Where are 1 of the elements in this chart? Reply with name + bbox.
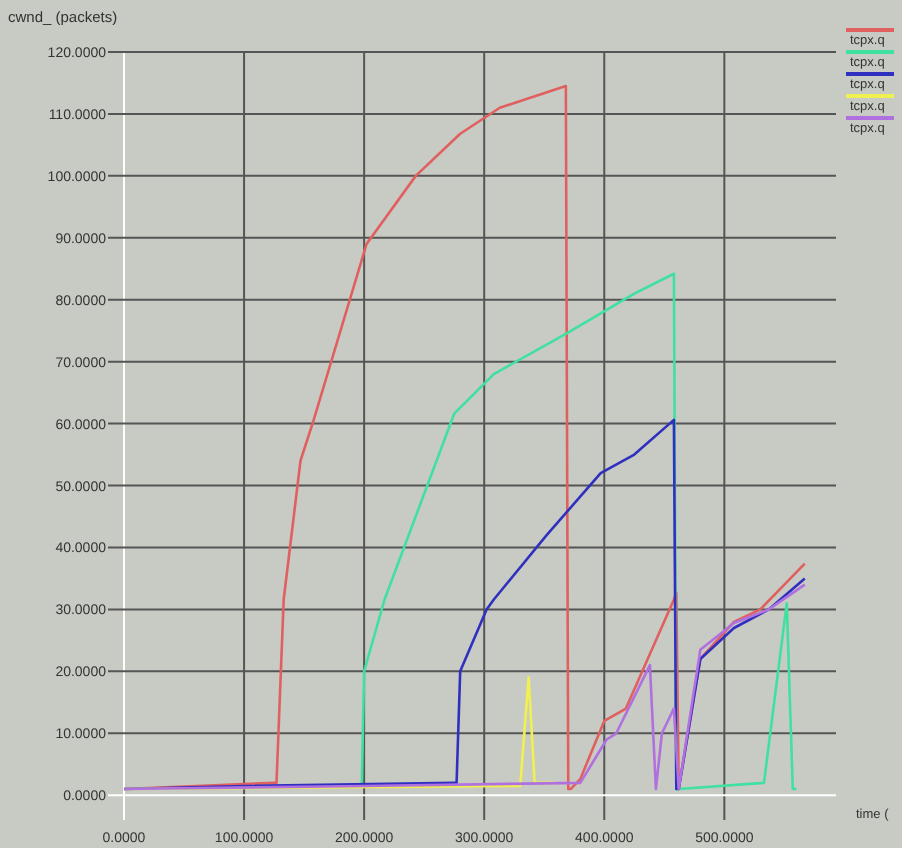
line-series	[122, 583, 807, 791]
